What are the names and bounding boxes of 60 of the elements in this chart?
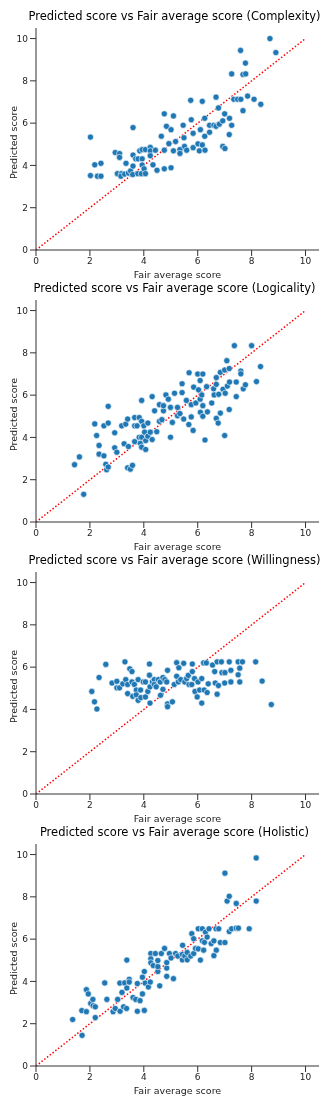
y-tick-label: 4 <box>22 160 29 171</box>
x-tick-label: 10 <box>299 528 312 539</box>
x-tick-label: 6 <box>194 1072 201 1083</box>
x-tick-label: 6 <box>194 800 201 811</box>
y-axis-title: Predicted score <box>8 921 20 995</box>
y-tick-label: 4 <box>22 976 29 987</box>
x-tick-label: 0 <box>33 528 40 539</box>
y-tick-label: 8 <box>22 76 29 87</box>
x-tick-label: 4 <box>140 800 147 811</box>
x-tick-label: 4 <box>140 256 147 267</box>
x-tick-label: 6 <box>194 528 201 539</box>
y-axis-title: Predicted score <box>8 377 20 451</box>
y-tick-label: 10 <box>16 577 29 588</box>
y-tick-label: 4 <box>22 704 29 715</box>
x-tick-label: 0 <box>33 1072 40 1083</box>
x-tick-label: 8 <box>248 528 255 539</box>
x-tick-label: 2 <box>87 1072 93 1083</box>
x-tick-label: 2 <box>87 528 93 539</box>
chart-title: Predicted score vs Fair average score (Logicality) <box>32 280 317 296</box>
x-axis-title: Fair average score <box>133 541 222 552</box>
x-tick-label: 8 <box>248 1072 255 1083</box>
x-tick-label: 4 <box>140 528 147 539</box>
y-axis-title: Predicted score <box>8 649 20 723</box>
x-tick-label: 8 <box>248 256 255 267</box>
y-tick-label: 10 <box>16 33 29 44</box>
x-tick-label: 10 <box>299 256 312 267</box>
y-tick-label: 0 <box>22 1061 29 1072</box>
x-tick-label: 10 <box>299 1072 312 1083</box>
y-tick-label: 6 <box>22 390 29 401</box>
x-tick-label: 10 <box>299 800 312 811</box>
y-tick-label: 0 <box>22 789 29 800</box>
y-tick-label: 6 <box>22 118 29 129</box>
x-tick-label: 0 <box>33 256 40 267</box>
chart-title: Predicted score vs Fair average score (Holistic) <box>38 824 311 840</box>
y-tick-label: 6 <box>22 934 29 945</box>
y-tick-label: 8 <box>22 892 29 903</box>
x-tick-label: 4 <box>140 1072 147 1083</box>
y-tick-label: 0 <box>22 245 29 256</box>
y-tick-label: 2 <box>22 474 28 485</box>
x-tick-label: 6 <box>194 256 201 267</box>
y-tick-label: 8 <box>22 620 29 631</box>
y-tick-label: 2 <box>22 1018 28 1029</box>
chart-title: Predicted score vs Fair average score (Willingness) <box>27 552 322 568</box>
x-tick-label: 0 <box>33 800 40 811</box>
x-axis-title: Fair average score <box>133 269 222 280</box>
y-tick-label: 10 <box>16 305 29 316</box>
y-axis-title: Predicted score <box>8 105 20 179</box>
y-tick-label: 8 <box>22 348 29 359</box>
x-tick-label: 2 <box>87 800 93 811</box>
x-tick-label: 2 <box>87 256 93 267</box>
y-tick-label: 2 <box>22 202 28 213</box>
y-tick-label: 2 <box>22 746 28 757</box>
y-tick-label: 10 <box>16 849 29 860</box>
x-tick-label: 8 <box>248 800 255 811</box>
chart-title: Predicted score vs Fair average score (Complexity) <box>27 8 322 24</box>
y-tick-label: 4 <box>22 432 29 443</box>
y-tick-label: 0 <box>22 517 29 528</box>
x-axis-title: Fair average score <box>133 813 222 824</box>
x-axis-title: Fair average score <box>133 1085 222 1096</box>
y-tick-label: 6 <box>22 662 29 673</box>
